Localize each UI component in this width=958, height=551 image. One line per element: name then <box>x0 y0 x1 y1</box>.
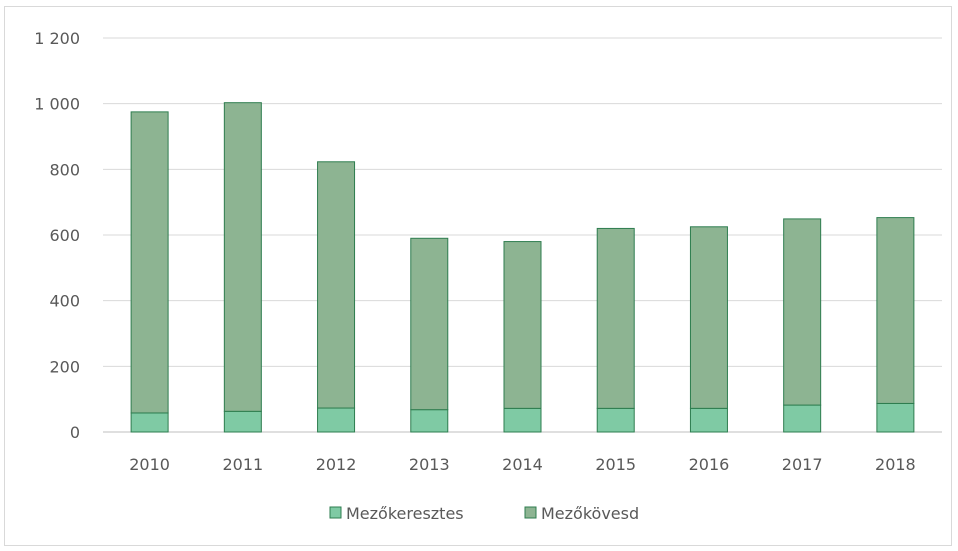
bar-mezokeresztes <box>130 412 169 433</box>
x-tick-label: 2012 <box>316 455 357 474</box>
bar-mezokovesd <box>410 237 449 411</box>
y-axis-ticks: 0 200 400 600 800 1 000 1 200 <box>34 29 80 442</box>
y-tick-label: 800 <box>49 160 80 179</box>
bar-mezokovesd <box>317 161 356 409</box>
bar-mezokovesd <box>876 217 915 404</box>
legend-swatch <box>329 506 342 519</box>
y-tick-label: 400 <box>49 292 80 311</box>
y-tick-label: 1 000 <box>34 95 80 114</box>
legend-swatch <box>524 506 537 519</box>
x-tick-label: 2014 <box>502 455 543 474</box>
y-tick-label: 0 <box>70 423 80 442</box>
bar-mezokeresztes <box>689 407 728 433</box>
bars <box>130 102 915 433</box>
x-axis-ticks: 2010 2011 2012 2013 2014 2015 2016 2017 2018 <box>129 455 915 474</box>
x-tick-label: 2017 <box>782 455 823 474</box>
y-tick-label: 1 200 <box>34 29 80 48</box>
legend-label: Mezőkeresztes <box>346 504 464 523</box>
y-tick-label: 200 <box>49 357 80 376</box>
x-tick-label: 2010 <box>129 455 170 474</box>
x-tick-label: 2011 <box>222 455 263 474</box>
bar-mezokeresztes <box>596 407 635 433</box>
legend-label: Mezőkövesd <box>541 504 639 523</box>
bar-mezokeresztes <box>783 404 822 433</box>
y-tick-label: 600 <box>49 226 80 245</box>
bar-mezokovesd <box>689 226 728 409</box>
bar-mezokovesd <box>503 241 542 409</box>
bar-mezokovesd <box>783 218 822 406</box>
bar-mezokeresztes <box>503 407 542 433</box>
x-tick-label: 2016 <box>689 455 730 474</box>
bar-mezokovesd <box>130 111 169 414</box>
x-tick-label: 2015 <box>595 455 636 474</box>
x-tick-label: 2018 <box>875 455 916 474</box>
bar-mezokeresztes <box>410 409 449 433</box>
x-tick-label: 2013 <box>409 455 450 474</box>
legend: Mezőkeresztes Mezőkövesd <box>329 504 639 523</box>
bar-mezokeresztes <box>876 402 915 433</box>
bar-mezokovesd <box>596 227 635 409</box>
bar-mezokovesd <box>223 102 262 412</box>
bar-mezokeresztes <box>317 407 356 433</box>
bar-mezokeresztes <box>223 410 262 433</box>
